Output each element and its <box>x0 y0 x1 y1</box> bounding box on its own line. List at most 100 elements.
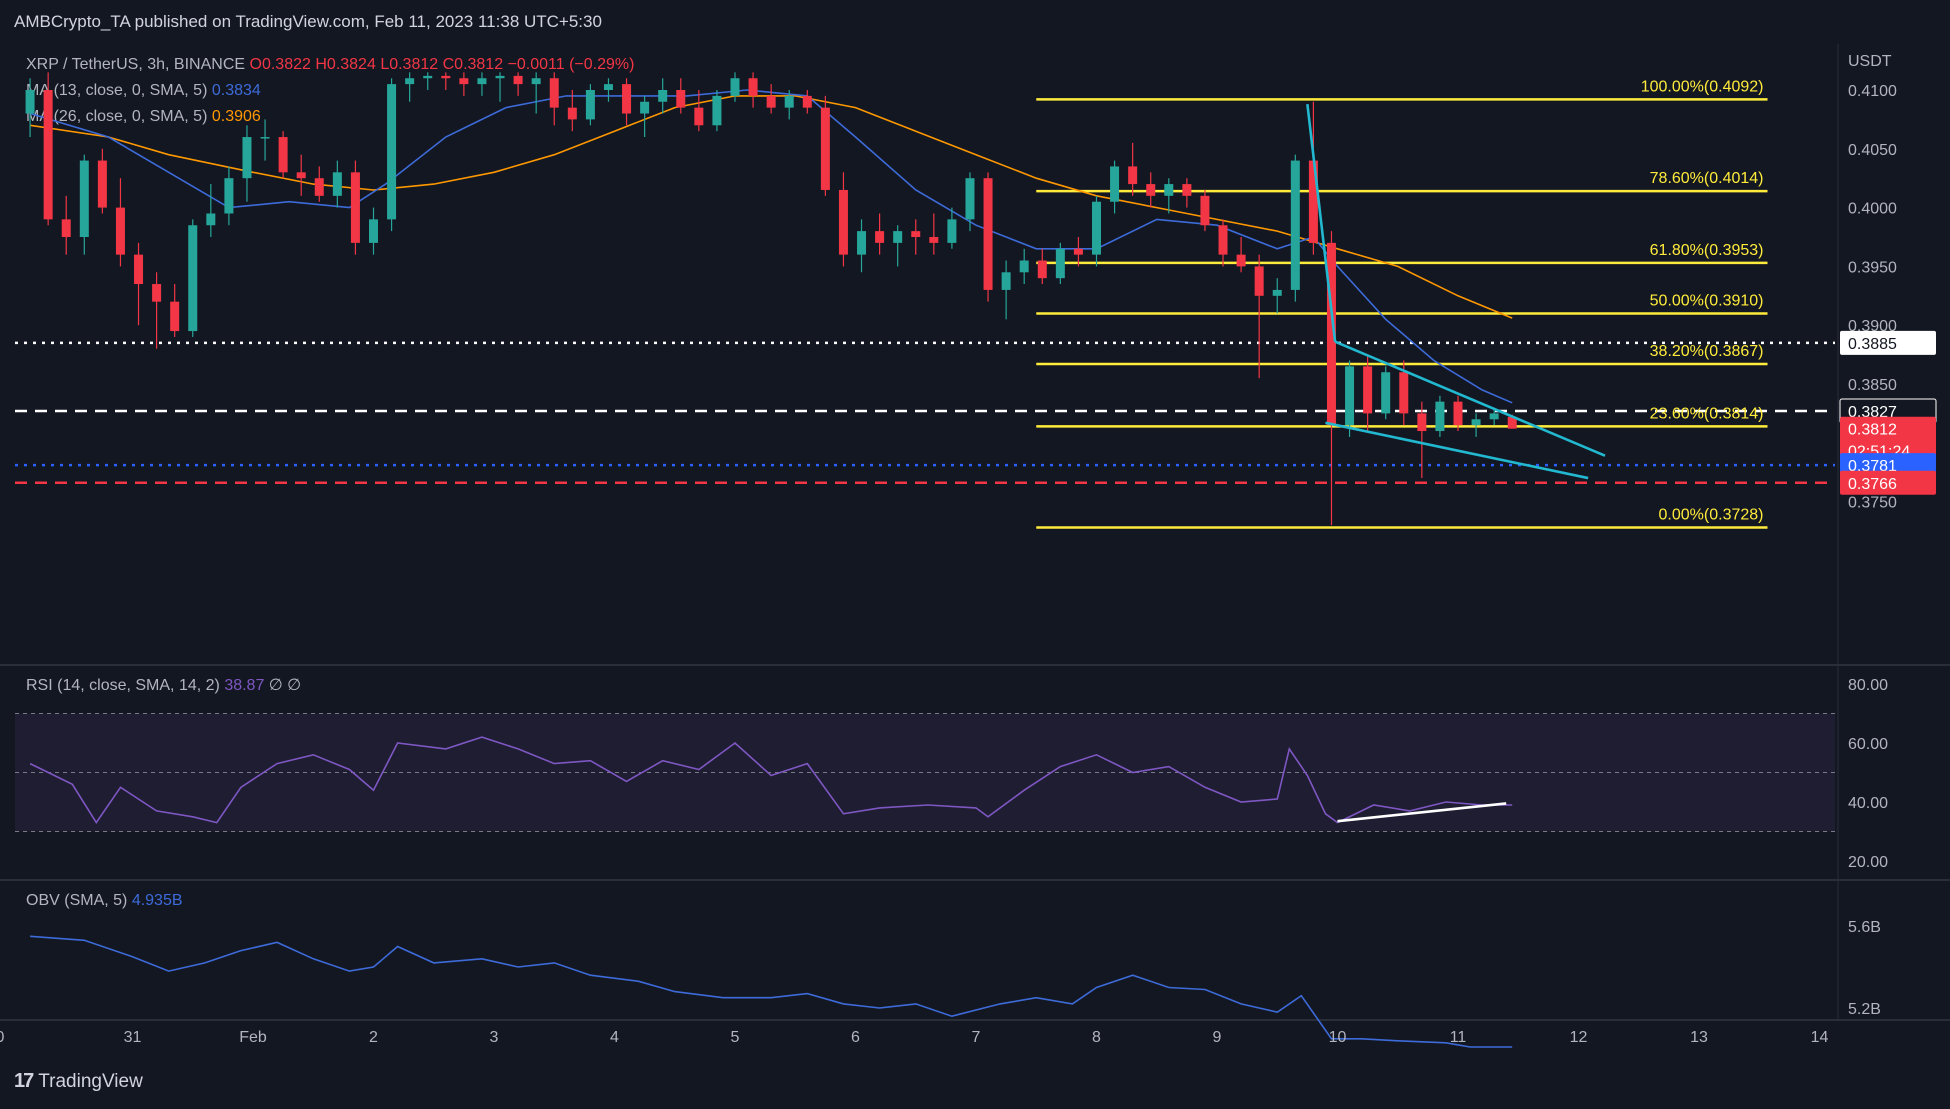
candle <box>314 166 324 202</box>
candle-body <box>1435 401 1445 432</box>
candle <box>405 72 415 102</box>
fib-level-label: 100.00%(0.4092) <box>1641 78 1764 95</box>
candle <box>1272 278 1282 314</box>
price-tick-label: 0.3750 <box>1848 495 1897 512</box>
ma13-value: 0.3834 <box>211 82 261 99</box>
ma13-legend-row[interactable]: MA (13, close, 0, SMA, 5) 0.3834 <box>26 78 634 104</box>
main-legend: XRP / TetherUS, 3h, BINANCE O0.3822 H0.3… <box>26 52 634 130</box>
brand-name: TradingView <box>38 1070 143 1092</box>
rsi-tick-label: 40.00 <box>1848 795 1888 812</box>
candle <box>1182 178 1192 208</box>
candle-body <box>712 95 722 126</box>
candle-body <box>387 84 397 220</box>
time-tick-label: 3 <box>490 1029 499 1046</box>
time-tick-label: 7 <box>972 1029 981 1046</box>
candle <box>170 284 180 337</box>
candle <box>260 119 270 161</box>
candle <box>820 95 830 196</box>
candle-body <box>1128 166 1138 185</box>
time-tick-label: 2 <box>369 1029 378 1046</box>
candle <box>1110 160 1120 214</box>
candle <box>1435 395 1445 437</box>
price-axis[interactable]: USDT 0.41000.40500.40000.39500.39000.385… <box>1848 53 1897 512</box>
candle <box>350 160 360 255</box>
candle-body <box>332 172 342 196</box>
candle-body <box>929 237 939 243</box>
candle-body <box>1218 225 1228 255</box>
ma26-legend-row[interactable]: MA (26, close, 0, SMA, 5) 0.3906 <box>26 104 634 130</box>
candle <box>1290 154 1300 302</box>
candle-body <box>549 78 559 108</box>
rsi-pane: 80.00 60.00 40.00 20.00 <box>15 677 1888 871</box>
candle-body <box>1254 266 1264 296</box>
candle <box>893 225 903 267</box>
fib-level-label: 0.00%(0.3728) <box>1659 506 1764 523</box>
candle-body <box>495 75 505 79</box>
fib-level-label: 78.60%(0.4014) <box>1650 170 1764 187</box>
candle <box>857 219 867 273</box>
candle-body <box>1110 166 1120 202</box>
price-tag-dotted: 0.3885 <box>1840 330 1936 355</box>
candle <box>1019 248 1029 285</box>
candle-body <box>965 178 975 220</box>
rsi-legend[interactable]: RSI (14, close, SMA, 14, 2) 38.87 ∅ ∅ <box>26 675 301 695</box>
fibonacci-layer: 100.00%(0.4092) 78.60%(0.4014) 61.80%(0.39… <box>1036 78 1768 529</box>
candle <box>25 78 35 138</box>
candle-body <box>477 78 487 85</box>
candle-body <box>61 219 71 237</box>
candle-body <box>658 90 668 102</box>
time-axis[interactable]: 0 31 Feb 2 3 4 5 6 7 8 9 10 11 12 13 14 <box>0 1029 1829 1046</box>
candle-body <box>676 90 686 108</box>
candle <box>1055 242 1065 285</box>
time-tick-label: 12 <box>1570 1029 1588 1046</box>
candle <box>1345 360 1355 437</box>
candle <box>640 95 650 138</box>
symbol-row[interactable]: XRP / TetherUS, 3h, BINANCE O0.3822 H0.3… <box>26 52 634 78</box>
price-tag-last-text: 0.3812 <box>1848 422 1897 439</box>
candle-body <box>748 78 758 96</box>
candle <box>1218 219 1228 267</box>
candle-body <box>1290 160 1300 290</box>
candle-body <box>296 172 306 179</box>
candle-body <box>857 231 867 255</box>
rsi-tick-label: 20.00 <box>1848 854 1888 871</box>
time-tick-label: 13 <box>1690 1029 1708 1046</box>
candle <box>152 272 162 349</box>
currency-label: USDT <box>1848 53 1892 70</box>
candle-body <box>1399 372 1409 414</box>
candle <box>1308 101 1318 255</box>
candle <box>911 219 921 255</box>
candle-body <box>224 178 234 214</box>
candle <box>1363 354 1373 432</box>
candle-body <box>206 213 216 226</box>
candle-body <box>170 301 180 332</box>
candle <box>369 207 378 255</box>
price-tick-label: 0.4100 <box>1848 83 1897 100</box>
candle <box>1489 407 1499 426</box>
candle <box>965 172 975 232</box>
candle-body <box>1073 248 1083 255</box>
candle-body <box>838 189 848 255</box>
ma26-line <box>29 95 1513 319</box>
fib-level-label: 38.20%(0.3867) <box>1650 343 1764 360</box>
candle-body <box>441 75 451 79</box>
candle-body <box>820 107 830 190</box>
candle-body <box>1019 260 1029 273</box>
candle-body <box>1092 201 1101 255</box>
candle <box>1200 189 1210 232</box>
price-tick-label: 0.3950 <box>1848 259 1897 276</box>
obv-legend[interactable]: OBV (SMA, 5) 4.935B <box>26 892 183 910</box>
fib-level-label: 50.00%(0.3910) <box>1650 292 1764 309</box>
candle-body <box>531 78 541 85</box>
candle-body <box>603 84 613 90</box>
fib-level-label: 23.60%(0.3814) <box>1650 405 1764 422</box>
candle <box>1164 178 1174 214</box>
candle-body <box>405 78 415 85</box>
candle-body <box>1363 366 1373 414</box>
candle-body <box>1507 416 1517 429</box>
candle-body <box>1055 248 1065 279</box>
candle <box>1381 366 1391 420</box>
wedge-upper-line <box>1334 340 1606 457</box>
